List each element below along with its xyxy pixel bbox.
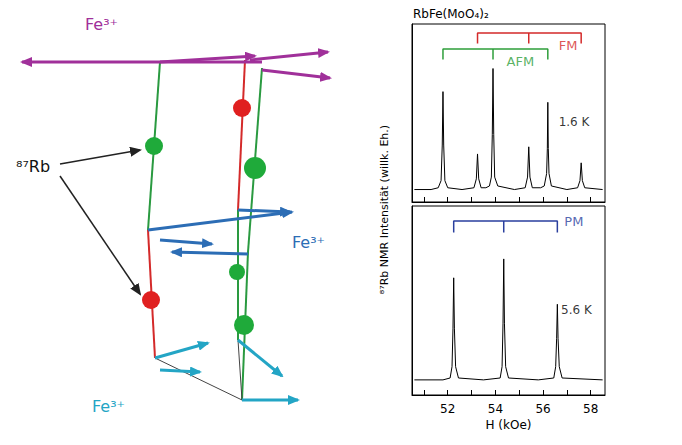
svg-text:PM: PM [564,214,583,229]
svg-text:⁸⁷Rb: ⁸⁷Rb [16,157,50,176]
svg-text:Fe³⁺: Fe³⁺ [292,233,325,252]
svg-text:RbFe(MoO₄)₂: RbFe(MoO₄)₂ [413,7,489,21]
svg-text:54: 54 [488,402,503,416]
svg-text:52: 52 [440,402,455,416]
svg-text:Fe³⁺: Fe³⁺ [92,397,125,416]
svg-text:58: 58 [583,402,598,416]
svg-text:⁸⁷Rb NMR Intensität (willk. Eh: ⁸⁷Rb NMR Intensität (willk. Eh.) [378,125,391,294]
svg-text:H (kOe): H (kOe) [486,418,532,432]
svg-text:AFM: AFM [507,54,535,69]
svg-text:FM: FM [559,38,578,53]
svg-text:5.6 K: 5.6 K [561,303,593,317]
svg-text:1.6 K: 1.6 K [559,115,591,129]
svg-text:56: 56 [535,402,550,416]
svg-text:Fe³⁺: Fe³⁺ [85,15,118,34]
